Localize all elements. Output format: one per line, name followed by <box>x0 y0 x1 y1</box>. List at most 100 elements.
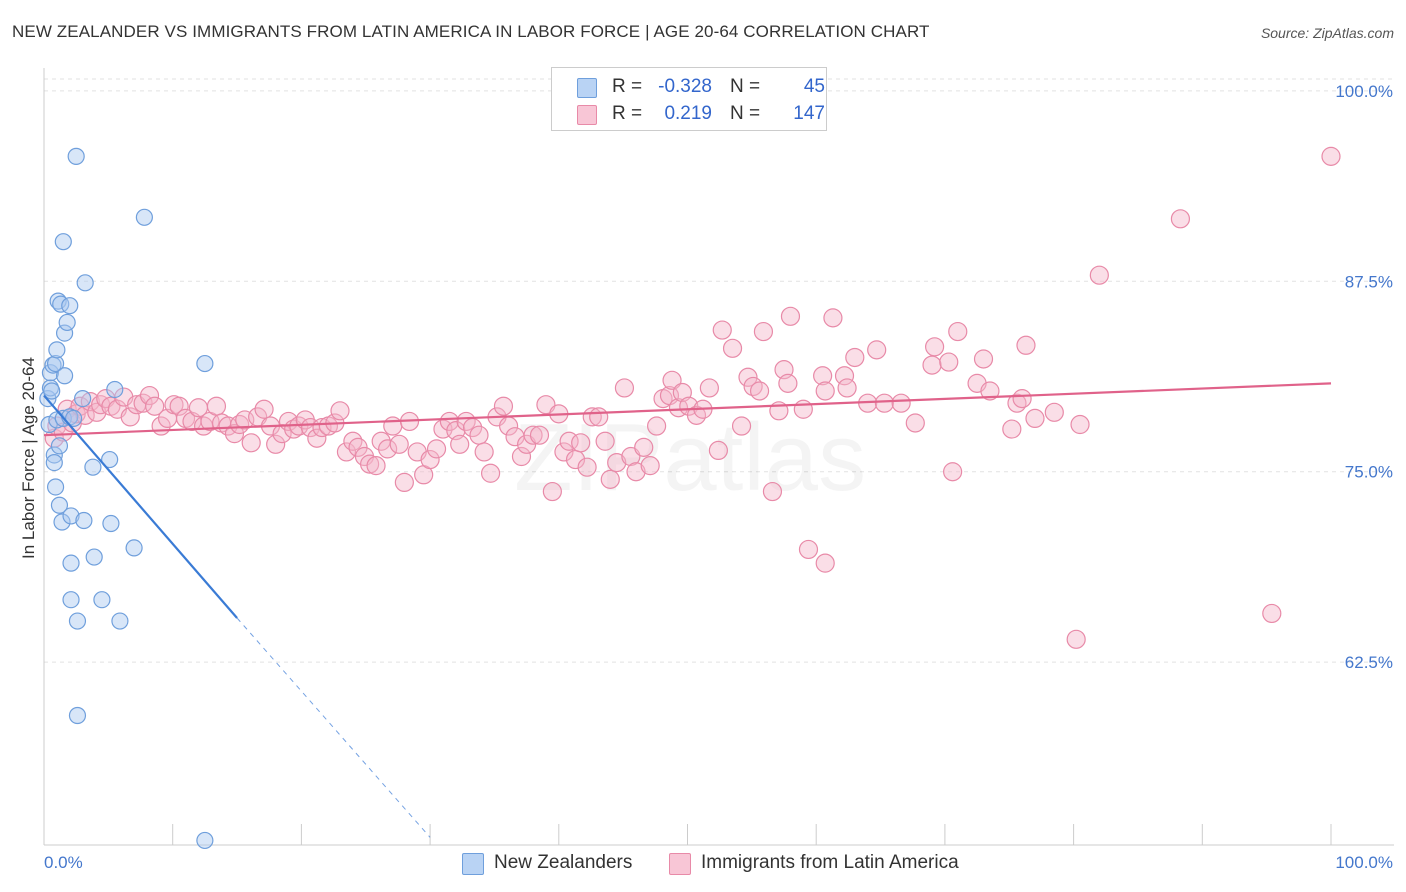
pink-point <box>554 442 574 462</box>
legend-r-label: R = <box>612 103 643 124</box>
pink-point <box>668 398 689 418</box>
pink-point <box>241 433 261 453</box>
pink-point <box>1089 265 1109 285</box>
blue-point <box>74 390 92 408</box>
blue-point <box>76 274 94 292</box>
pink-point <box>589 407 609 427</box>
pink-point <box>793 399 813 419</box>
pink-point <box>1002 419 1022 439</box>
pink-point <box>647 416 667 436</box>
pink-point <box>1170 209 1191 229</box>
pink-point <box>980 381 1000 401</box>
pink-point <box>493 396 514 416</box>
pink-point <box>307 428 327 448</box>
y-tick-label: 100.0% <box>1335 82 1393 101</box>
pink-point <box>394 472 414 492</box>
x-tick-label: 0.0% <box>44 853 83 872</box>
pink-point <box>922 355 942 375</box>
pink-point <box>845 347 865 368</box>
pink-point <box>925 337 945 357</box>
pink-point <box>595 431 615 451</box>
pink-point <box>640 456 660 476</box>
pink-point <box>254 399 274 419</box>
pink-point <box>600 469 620 489</box>
blue-point <box>196 831 214 850</box>
blue-point <box>106 380 124 399</box>
pink-point <box>330 401 350 421</box>
x-tick-labels: 0.0% 100.0% <box>44 853 1393 872</box>
blue-point <box>111 612 129 630</box>
pink-point <box>780 306 801 326</box>
pink-point <box>837 378 857 398</box>
pink-point <box>798 539 819 560</box>
pink-point <box>577 457 597 477</box>
blue-point <box>46 478 65 496</box>
pink-point <box>634 437 654 457</box>
chart-title: NEW ZEALANDER VS IMMIGRANTS FROM LATIN A… <box>12 22 930 41</box>
blue-point <box>68 612 87 630</box>
bottom-legend-label: New Zealanders <box>494 852 633 873</box>
blue-point <box>67 147 85 165</box>
legend-swatch-pink <box>577 105 597 125</box>
y-axis-label: In Labor Force | Age 20-64 <box>19 357 38 559</box>
blue-point <box>62 554 80 572</box>
blue-point <box>50 496 69 514</box>
blue-point <box>55 367 74 385</box>
legend-r-value: -0.328 <box>658 76 712 97</box>
pink-point <box>336 442 357 462</box>
blue-point <box>54 233 72 251</box>
legend-r-label: R = <box>612 76 643 97</box>
pink-point <box>224 424 245 444</box>
pink-point <box>542 481 562 502</box>
bottom-legend-swatch-blue <box>462 853 484 875</box>
pink-point <box>383 416 403 436</box>
pink-point <box>1070 414 1090 435</box>
pink-point <box>426 439 447 459</box>
y-tick-label: 62.5% <box>1345 653 1393 672</box>
pink-point <box>1012 389 1032 409</box>
pink-point <box>145 396 165 416</box>
pink-point <box>120 407 140 427</box>
legend-r-value: 0.219 <box>664 103 712 124</box>
pink-point <box>1321 146 1341 166</box>
y-tick-labels: 62.5% 75.0% 87.5% 100.0% <box>1335 82 1393 672</box>
pink-point <box>420 449 440 470</box>
blue-point <box>101 450 119 469</box>
pink-point <box>943 462 963 482</box>
y-tick-label: 75.0% <box>1345 463 1393 482</box>
pink-point <box>1016 335 1036 355</box>
pink-series-points <box>44 146 1341 649</box>
pink-point <box>206 396 227 416</box>
pink-point <box>378 439 398 459</box>
pink-point <box>511 446 532 467</box>
gridlines <box>44 78 1394 663</box>
blue-trendline <box>43 394 238 619</box>
pink-point <box>815 381 835 401</box>
blue-point <box>62 591 80 609</box>
pink-point <box>571 433 591 453</box>
blue-point <box>84 458 102 476</box>
x-tick-label: 100.0% <box>1335 853 1393 872</box>
pink-point <box>722 338 743 358</box>
pink-point <box>874 393 895 413</box>
pink-point <box>523 425 543 445</box>
blue-point <box>196 354 214 373</box>
pink-point <box>778 373 798 393</box>
pink-point <box>450 434 470 454</box>
pink-point <box>474 442 494 462</box>
pink-point <box>389 434 409 454</box>
pink-point <box>607 452 627 473</box>
blue-point <box>50 437 69 455</box>
pink-point <box>662 370 682 390</box>
pink-point <box>762 481 783 502</box>
pink-point <box>266 434 286 454</box>
pink-point <box>708 440 728 461</box>
bottom-legend-label: Immigrants from Latin America <box>701 852 959 873</box>
blue-point <box>62 507 80 525</box>
axes <box>43 68 1394 846</box>
pink-point <box>139 385 160 406</box>
pink-point <box>813 366 833 386</box>
source-label: Source: ZipAtlas.com <box>1260 25 1394 41</box>
blue-point <box>46 354 65 373</box>
